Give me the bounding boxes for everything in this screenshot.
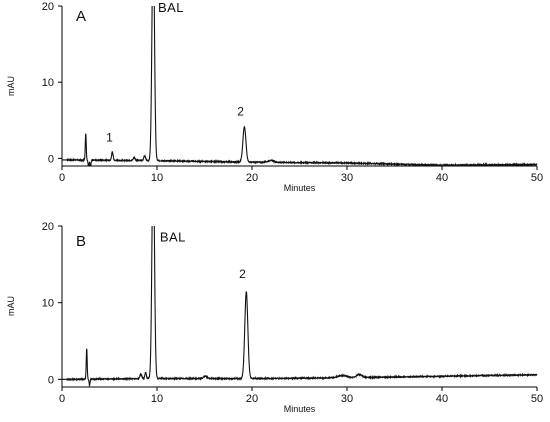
y-tick-label: 20 xyxy=(42,1,54,13)
x-axis-label: Minutes xyxy=(284,183,316,193)
y-tick-label: 10 xyxy=(42,77,54,89)
x-tick-label: 30 xyxy=(341,393,353,405)
peak-label-2: 2 xyxy=(239,267,246,281)
panel-letter-label: A xyxy=(76,8,86,25)
y-tick-label: 0 xyxy=(48,374,54,386)
peak-label-2: 2 xyxy=(237,105,244,119)
x-tick-label: 50 xyxy=(531,393,543,405)
chromatogram-panel-a: 0 10 20 30 40 50 0 10 20 Minutes mAU A BAL 1 2 xyxy=(6,0,543,193)
x-axis-label: Minutes xyxy=(284,404,316,414)
chromatogram-trace xyxy=(62,226,538,387)
chromatogram-trace xyxy=(61,6,538,166)
peak-label-bal: BAL xyxy=(158,0,184,15)
panel-letter-label: B xyxy=(76,233,86,250)
y-tick-label: 10 xyxy=(42,298,54,310)
x-tick-label: 40 xyxy=(436,172,448,184)
x-tick-label: 20 xyxy=(246,393,258,405)
x-tick-label: 20 xyxy=(246,172,258,184)
x-tick-label: 0 xyxy=(59,393,65,405)
x-tick-label: 10 xyxy=(151,172,163,184)
x-tick-label: 50 xyxy=(531,172,543,184)
y-tick-label: 20 xyxy=(42,221,54,233)
x-tick-label: 0 xyxy=(59,172,65,184)
chromatogram-panel-b: 0 10 20 30 40 50 0 10 20 Minutes mAU B BAL 2 xyxy=(6,221,543,414)
peak-label-bal: BAL xyxy=(160,229,186,244)
y-tick-label: 0 xyxy=(48,153,54,165)
y-axis-label: mAU xyxy=(6,76,16,96)
x-tick-label: 10 xyxy=(151,393,163,405)
x-tick-label: 40 xyxy=(436,393,448,405)
y-axis-label: mAU xyxy=(6,296,16,316)
x-tick-label: 30 xyxy=(341,172,353,184)
peak-label-1: 1 xyxy=(106,131,113,145)
